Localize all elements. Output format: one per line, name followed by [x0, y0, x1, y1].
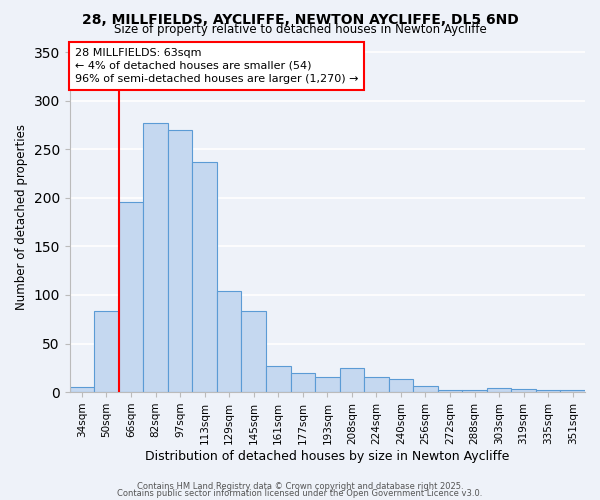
- Bar: [193, 162, 217, 392]
- Bar: [315, 376, 340, 392]
- Y-axis label: Number of detached properties: Number of detached properties: [15, 124, 28, 310]
- Bar: [560, 390, 585, 392]
- Text: 28 MILLFIELDS: 63sqm
← 4% of detached houses are smaller (54)
96% of semi-detach: 28 MILLFIELDS: 63sqm ← 4% of detached ho…: [75, 48, 358, 84]
- Bar: [266, 366, 290, 392]
- Bar: [487, 388, 511, 392]
- Text: 28, MILLFIELDS, AYCLIFFE, NEWTON AYCLIFFE, DL5 6ND: 28, MILLFIELDS, AYCLIFFE, NEWTON AYCLIFF…: [82, 12, 518, 26]
- Bar: [340, 368, 364, 392]
- Bar: [389, 378, 413, 392]
- Bar: [143, 123, 168, 392]
- X-axis label: Distribution of detached houses by size in Newton Aycliffe: Distribution of detached houses by size …: [145, 450, 509, 462]
- Bar: [462, 390, 487, 392]
- Bar: [241, 310, 266, 392]
- Bar: [438, 390, 462, 392]
- Text: Size of property relative to detached houses in Newton Aycliffe: Size of property relative to detached ho…: [113, 22, 487, 36]
- Bar: [70, 387, 94, 392]
- Bar: [94, 310, 119, 392]
- Bar: [511, 389, 536, 392]
- Bar: [536, 390, 560, 392]
- Bar: [217, 291, 241, 392]
- Text: Contains public sector information licensed under the Open Government Licence v3: Contains public sector information licen…: [118, 489, 482, 498]
- Bar: [168, 130, 193, 392]
- Text: Contains HM Land Registry data © Crown copyright and database right 2025.: Contains HM Land Registry data © Crown c…: [137, 482, 463, 491]
- Bar: [413, 386, 438, 392]
- Bar: [364, 376, 389, 392]
- Bar: [290, 372, 315, 392]
- Bar: [119, 202, 143, 392]
